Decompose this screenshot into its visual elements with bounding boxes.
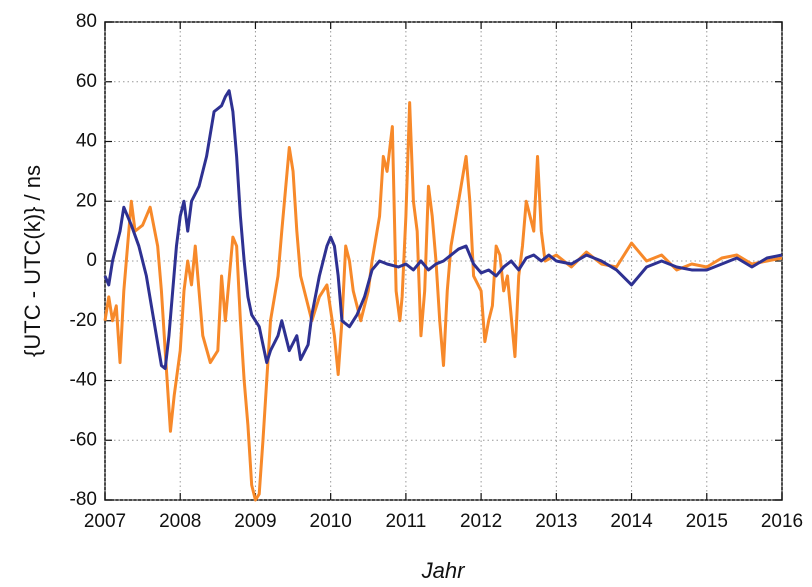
x-axis-label: Jahr: [421, 558, 466, 583]
y-tick-label: 60: [76, 71, 97, 92]
y-axis-label: {UTC - UTC(k)} / ns: [20, 165, 45, 357]
x-tick-label: 2016: [761, 511, 803, 532]
data-line: [103, 101, 783, 502]
x-tick-label: 2010: [310, 511, 352, 532]
x-tick-label: 2014: [610, 511, 653, 532]
x-tick-label: 2011: [385, 511, 426, 532]
y-tick-label: -20: [70, 310, 97, 331]
x-tick-label: 2012: [460, 511, 502, 532]
y-tick-label: 40: [76, 131, 97, 152]
x-tick-label: 2007: [84, 511, 126, 532]
x-tick-label: 2009: [234, 511, 276, 532]
data-line: [103, 89, 783, 371]
y-tick-label: 20: [76, 190, 97, 211]
y-tick-label: -40: [70, 370, 97, 391]
y-tick-label: -60: [70, 429, 97, 450]
y-tick-label: 0: [86, 250, 97, 271]
x-tick-label: 2013: [535, 511, 577, 532]
y-tick-label: 80: [76, 11, 97, 32]
y-tick-label: -80: [70, 489, 97, 510]
x-tick-label: 2008: [159, 511, 201, 532]
x-tick-label: 2015: [686, 511, 728, 532]
